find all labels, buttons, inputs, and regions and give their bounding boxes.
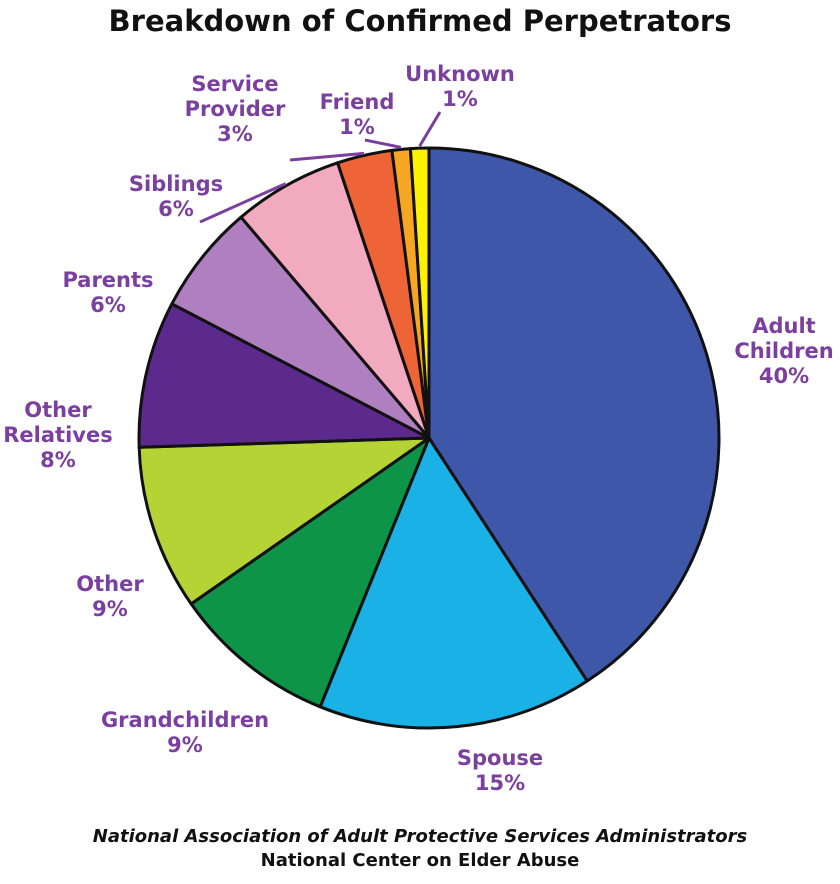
- label-friend: Friend 1%: [319, 90, 395, 139]
- leader-line-service-provider: [289, 151, 365, 162]
- leader-line-unknown: [418, 111, 442, 147]
- slice-grandchildren: [189, 436, 431, 709]
- label-grandchildren: Grandchildren 9%: [100, 708, 270, 757]
- label-other-relatives: Other Relatives 8%: [3, 398, 113, 472]
- label-other: Other 9%: [76, 572, 144, 621]
- slice-other: [137, 436, 431, 606]
- label-siblings: Siblings 6%: [128, 172, 224, 221]
- source-line-2: National Center on Elder Abuse: [260, 850, 580, 871]
- slice-unknown: [408, 146, 431, 440]
- leader-line-friend: [364, 138, 402, 149]
- slice-spouse: [318, 436, 589, 730]
- chart-title: Breakdown of Confirmed Perpetrators: [108, 4, 732, 38]
- label-adult-children: Adult Children 40%: [734, 314, 834, 388]
- label-unknown: Unknown 1%: [405, 62, 515, 111]
- source-line-1: National Association of Adult Protective…: [92, 826, 748, 847]
- leader-line-siblings: [199, 182, 287, 224]
- label-service-provider: Service Provider 3%: [184, 72, 286, 146]
- label-spouse: Spouse 15%: [456, 746, 544, 795]
- label-parents: Parents 6%: [62, 268, 154, 317]
- slice-other-relatives: [137, 302, 431, 449]
